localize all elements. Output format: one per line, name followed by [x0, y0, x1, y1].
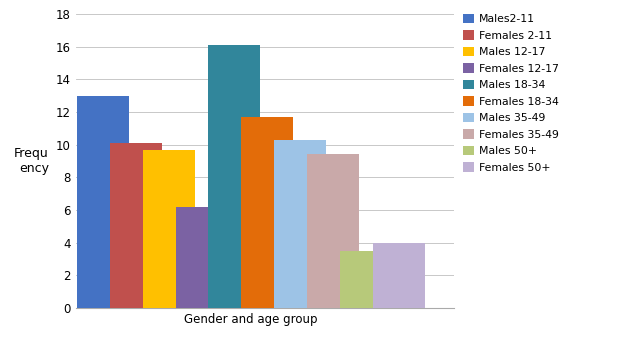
- Bar: [110, 143, 162, 308]
- Bar: [77, 96, 129, 308]
- Bar: [307, 154, 359, 308]
- Y-axis label: Frequ
ency: Frequ ency: [14, 147, 49, 175]
- Bar: [340, 251, 392, 308]
- Bar: [274, 140, 326, 308]
- Bar: [143, 149, 195, 308]
- Legend: Males2-11, Females 2-11, Males 12-17, Females 12-17, Males 18-34, Females 18-34,: Males2-11, Females 2-11, Males 12-17, Fe…: [463, 14, 559, 173]
- Bar: [241, 117, 294, 308]
- Bar: [176, 207, 227, 308]
- Bar: [209, 45, 260, 308]
- Bar: [373, 243, 425, 308]
